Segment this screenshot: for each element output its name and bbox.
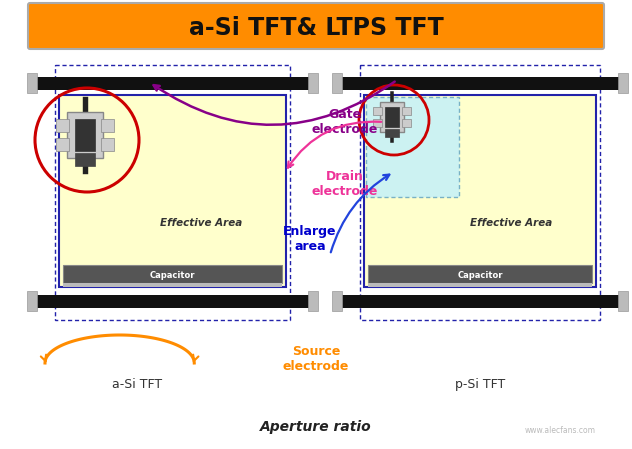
Bar [75, 153, 95, 166]
Bar [27, 73, 37, 93]
Bar [75, 119, 95, 150]
Text: Effective Area: Effective Area [159, 218, 242, 228]
Bar [27, 291, 37, 311]
Bar [385, 129, 399, 137]
Text: Gate
electrode: Gate electrode [312, 108, 378, 136]
Text: Capacitor: Capacitor [457, 270, 502, 279]
Bar [56, 137, 70, 150]
Bar [56, 119, 70, 132]
Text: Aperture ratio: Aperture ratio [260, 420, 372, 434]
Bar [364, 95, 596, 287]
Bar [100, 137, 114, 150]
Bar [35, 77, 310, 90]
Bar [63, 265, 282, 283]
Text: Drain
electrode: Drain electrode [312, 170, 378, 198]
Text: Enlarge
area: Enlarge area [283, 225, 337, 253]
Bar [368, 283, 592, 287]
Bar [374, 107, 382, 115]
Bar [63, 283, 282, 287]
Bar [366, 97, 459, 197]
Bar [380, 102, 404, 132]
Bar [340, 77, 620, 90]
Bar [100, 119, 114, 132]
Bar [402, 119, 411, 127]
Bar [332, 291, 342, 311]
Bar [35, 295, 310, 308]
Bar [67, 112, 103, 158]
Bar [55, 65, 290, 320]
Text: Effective Area: Effective Area [470, 218, 552, 228]
Text: a-Si TFT& LTPS TFT: a-Si TFT& LTPS TFT [188, 16, 444, 40]
Text: p-Si TFT: p-Si TFT [455, 378, 505, 391]
Bar [368, 265, 592, 283]
Text: a-Si TFT: a-Si TFT [112, 378, 162, 391]
Bar [374, 119, 382, 127]
Bar [308, 291, 318, 311]
Bar [360, 65, 600, 320]
Bar [618, 73, 628, 93]
Bar [332, 73, 342, 93]
Bar [618, 291, 628, 311]
Bar [308, 73, 318, 93]
Bar [385, 107, 399, 127]
FancyBboxPatch shape [28, 3, 604, 49]
Text: www.alecfans.com: www.alecfans.com [525, 426, 595, 435]
Bar [340, 295, 620, 308]
Text: Capacitor: Capacitor [150, 270, 195, 279]
Bar [59, 95, 286, 287]
Bar [402, 107, 411, 115]
Text: Source
electrode: Source electrode [283, 345, 349, 373]
